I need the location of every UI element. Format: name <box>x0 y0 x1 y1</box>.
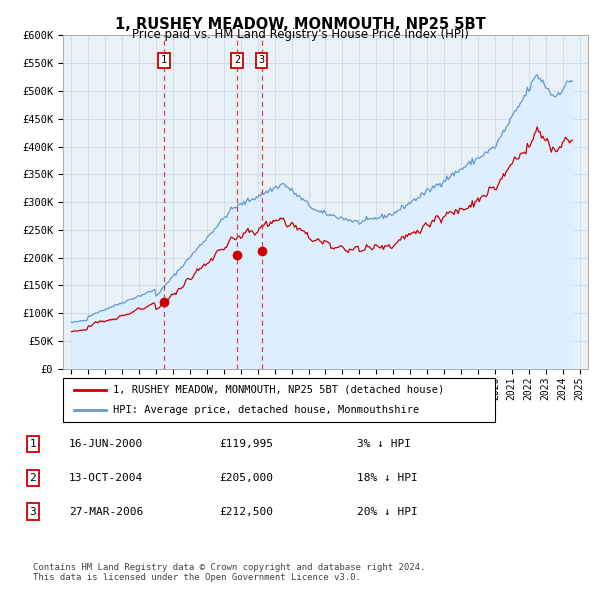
Text: 2: 2 <box>29 473 37 483</box>
Text: 1: 1 <box>161 55 167 65</box>
Text: £205,000: £205,000 <box>219 473 273 483</box>
Text: 1, RUSHEY MEADOW, MONMOUTH, NP25 5BT (detached house): 1, RUSHEY MEADOW, MONMOUTH, NP25 5BT (de… <box>113 385 444 395</box>
Text: 1, RUSHEY MEADOW, MONMOUTH, NP25 5BT: 1, RUSHEY MEADOW, MONMOUTH, NP25 5BT <box>115 17 485 31</box>
Text: £212,500: £212,500 <box>219 507 273 516</box>
Text: 2: 2 <box>234 55 240 65</box>
Text: 3: 3 <box>259 55 265 65</box>
Text: HPI: Average price, detached house, Monmouthshire: HPI: Average price, detached house, Monm… <box>113 405 419 415</box>
Text: 16-JUN-2000: 16-JUN-2000 <box>69 440 143 449</box>
Text: Contains HM Land Registry data © Crown copyright and database right 2024.
This d: Contains HM Land Registry data © Crown c… <box>33 563 425 582</box>
Text: 20% ↓ HPI: 20% ↓ HPI <box>357 507 418 516</box>
Text: 3% ↓ HPI: 3% ↓ HPI <box>357 440 411 449</box>
Text: 3: 3 <box>29 507 37 516</box>
Text: £119,995: £119,995 <box>219 440 273 449</box>
Text: Price paid vs. HM Land Registry's House Price Index (HPI): Price paid vs. HM Land Registry's House … <box>131 28 469 41</box>
FancyBboxPatch shape <box>63 378 495 422</box>
Text: 27-MAR-2006: 27-MAR-2006 <box>69 507 143 516</box>
Text: 13-OCT-2004: 13-OCT-2004 <box>69 473 143 483</box>
Text: 18% ↓ HPI: 18% ↓ HPI <box>357 473 418 483</box>
Text: 1: 1 <box>29 440 37 449</box>
